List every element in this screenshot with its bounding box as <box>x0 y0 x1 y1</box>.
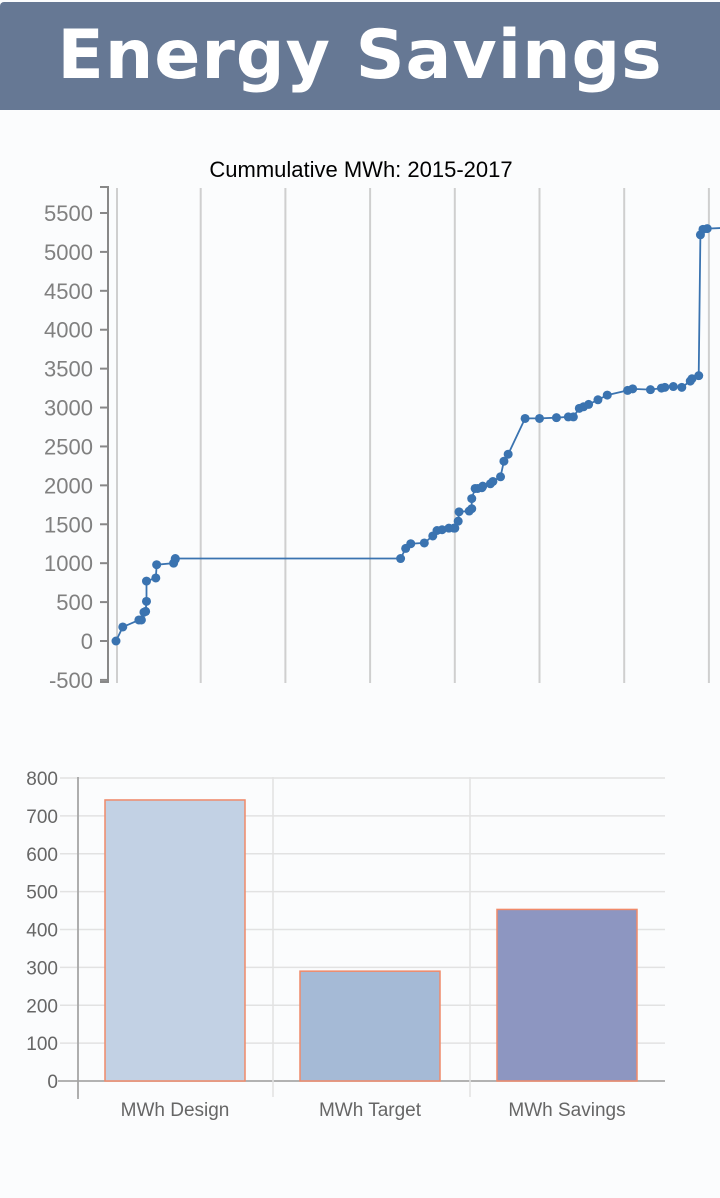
data-point <box>628 384 638 394</box>
data-point <box>702 224 712 234</box>
line-chart-title: Cummulative MWh: 2015-2017 <box>209 157 512 182</box>
data-point <box>141 596 151 606</box>
data-point <box>453 516 463 526</box>
data-point <box>141 576 151 586</box>
bar-mwh-savings <box>496 908 638 1082</box>
y-tick-label: 5000 <box>44 240 93 265</box>
data-point <box>111 636 121 646</box>
y-tick-label: 200 <box>26 996 58 1017</box>
y-tick-label: 5500 <box>44 201 93 226</box>
data-point <box>568 412 578 422</box>
x-category-label: MWh Design <box>121 1100 230 1121</box>
data-point <box>478 481 488 491</box>
y-tick-label: 0 <box>81 629 93 654</box>
data-point <box>467 494 477 504</box>
data-point <box>467 504 477 514</box>
data-point <box>450 523 460 533</box>
bar-chart-bars <box>104 799 638 1082</box>
data-point <box>645 385 655 395</box>
bar-chart-x-labels: MWh Design MWh Target MWh Savings <box>121 1100 626 1121</box>
y-tick-label: 1000 <box>44 551 93 576</box>
data-point <box>454 507 464 517</box>
data-point <box>677 382 687 392</box>
y-tick-label: -500 <box>49 668 93 693</box>
y-tick-label: 700 <box>26 807 58 828</box>
data-point <box>694 371 704 381</box>
data-point <box>488 476 498 486</box>
data-point <box>584 399 594 409</box>
data-point <box>141 606 151 616</box>
data-point <box>118 622 128 632</box>
line-chart-y-axis: 5500500045004000350030002500200015001000… <box>44 186 109 693</box>
data-point <box>151 573 161 583</box>
y-tick-label: 500 <box>26 883 58 904</box>
y-tick-label: 500 <box>56 590 93 615</box>
y-tick-label: 400 <box>26 921 58 942</box>
y-tick-label: 0 <box>47 1072 58 1093</box>
data-point <box>136 615 146 625</box>
data-point <box>520 413 530 423</box>
line-data-points <box>111 224 712 646</box>
y-tick-label: 3000 <box>44 396 93 421</box>
x-category-label: MWh Target <box>319 1100 422 1121</box>
data-point <box>170 554 180 564</box>
cumulative-line <box>115 227 720 642</box>
page-title: Energy Savings <box>57 16 663 95</box>
x-category-label: MWh Savings <box>508 1100 625 1121</box>
data-point <box>503 449 513 459</box>
cumulative-mwh-line-chart: Cummulative MWh: 2015-2017 5500 5000 4500 4… <box>0 150 720 700</box>
y-tick-label: 100 <box>26 1034 58 1055</box>
y-tick-label: 1500 <box>44 512 93 537</box>
data-point <box>499 456 509 466</box>
y-tick-label: 3500 <box>44 357 93 382</box>
data-point <box>668 382 678 392</box>
data-point <box>551 413 561 423</box>
data-point <box>535 413 544 423</box>
page-header: Energy Savings <box>0 2 720 110</box>
y-tick-label: 2000 <box>44 473 93 498</box>
bar-chart-y-axis: 800 700 600 500 400 300 200 100 0 <box>26 769 58 1093</box>
data-point <box>496 472 506 482</box>
data-point <box>593 395 603 405</box>
bar-mwh-target <box>299 970 441 1082</box>
data-point <box>396 554 406 564</box>
data-point <box>437 525 447 535</box>
data-point <box>406 539 416 549</box>
y-tick-label: 600 <box>26 845 58 866</box>
data-point <box>419 538 429 548</box>
data-point <box>152 560 162 570</box>
line-chart-gridlines <box>116 188 710 683</box>
data-point <box>660 382 670 392</box>
y-tick-label: 300 <box>26 958 58 979</box>
y-tick-label: 4000 <box>44 318 93 343</box>
y-tick-label: 4500 <box>44 279 93 304</box>
mwh-comparison-bar-chart: 800 700 600 500 400 300 200 100 0 MWh Design MWh … <box>0 755 720 1135</box>
bar-mwh-design <box>104 799 246 1082</box>
data-point <box>602 390 612 400</box>
data-point <box>687 374 697 384</box>
y-tick-label: 2500 <box>44 434 93 459</box>
y-tick-label: 800 <box>26 769 58 790</box>
